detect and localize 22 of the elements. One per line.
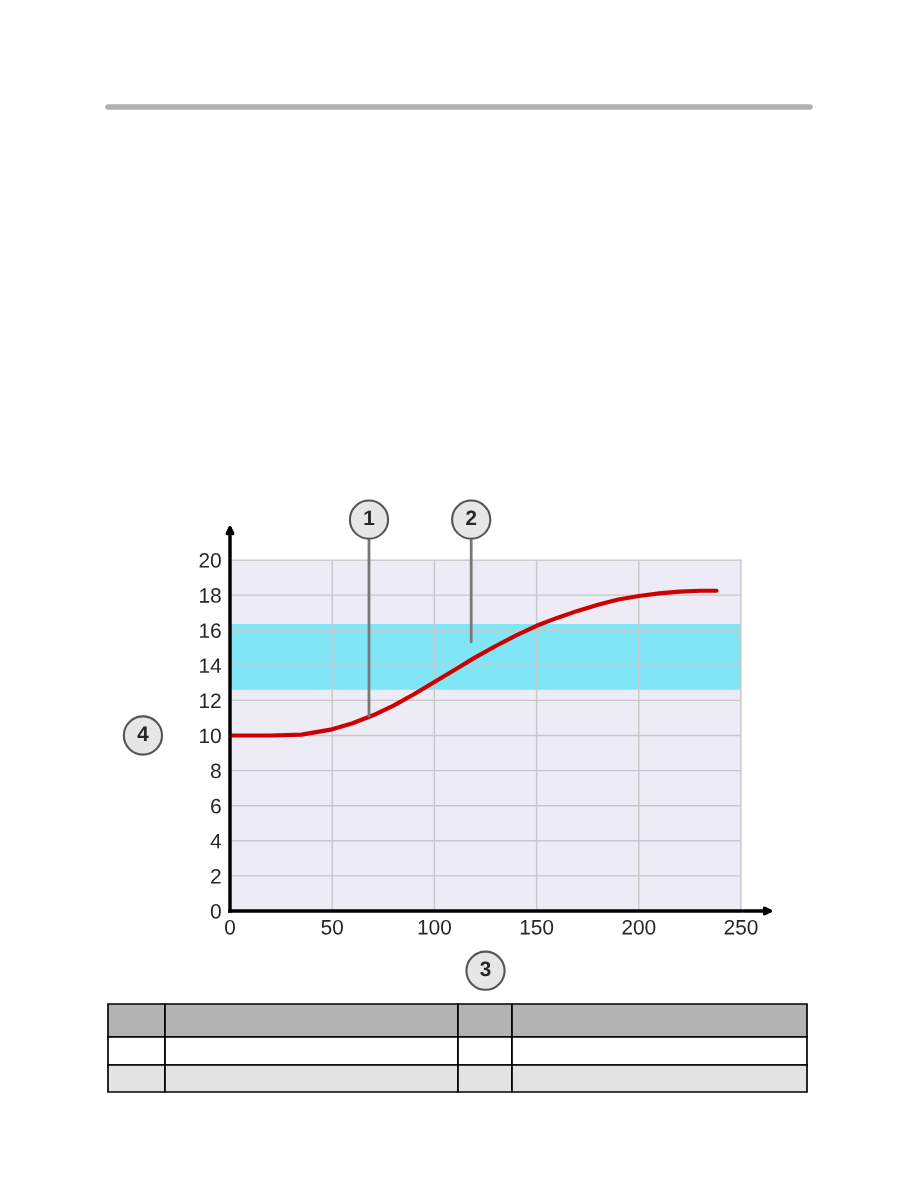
x-tick-label: 250 [724,919,758,935]
annotation: 1 [364,510,375,526]
band-label: 2 [466,510,477,526]
y-tick-label: 6 [211,798,221,814]
line-series [230,588,719,738]
x-tick-label: 50 [321,919,343,935]
y-tick-label: 10 [200,728,221,744]
y-tick-label: 0 [210,904,221,919]
y-tick-label: 2 [211,868,221,884]
y-tick-label: 16 [200,623,221,638]
x-axis-title: 3 [480,961,491,977]
y-tick-label: 4 [210,834,222,849]
y-axis-title: 4 [137,726,149,741]
x-tick-label: 200 [622,919,656,935]
x-tick-label: 150 [520,919,554,935]
y-tick-label: 20 [199,553,221,568]
x-tick-label: 100 [418,919,451,935]
y-tick-label: 14 [200,658,222,673]
y-tick-label: 18 [200,588,221,603]
y-tick-label: 12 [200,693,221,708]
x-tick-label: 0 [225,919,235,935]
y-tick-label: 8 [210,763,221,779]
